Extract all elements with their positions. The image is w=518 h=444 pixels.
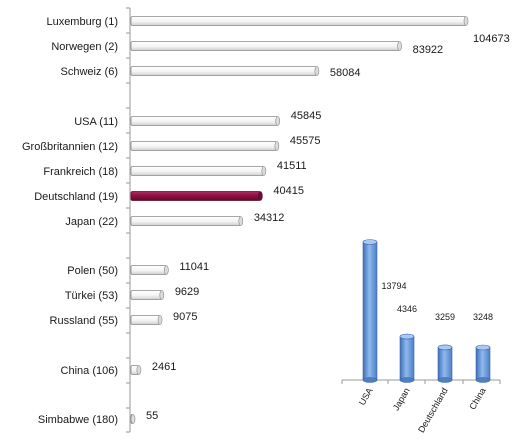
bar-frankreich-18 bbox=[130, 166, 265, 176]
value-label-grossbritannien-12: 45575 bbox=[290, 135, 321, 147]
bar-cap-simbabwe-180 bbox=[130, 414, 136, 424]
value-label-schweiz-6: 58084 bbox=[330, 67, 361, 79]
inset-bar-base-japan bbox=[399, 377, 415, 383]
inset-bar-top-japan bbox=[399, 333, 415, 340]
bar-luxemburg-1 bbox=[130, 16, 467, 26]
bar-usa-11 bbox=[130, 116, 279, 126]
value-label-norwegen-2: 83922 bbox=[413, 44, 444, 56]
category-label-japan-22: Japan (22) bbox=[65, 216, 118, 228]
inset-bar-deutschland bbox=[437, 347, 453, 381]
category-label-tuerkei-53: Türkei (53) bbox=[65, 290, 118, 302]
bar-cap-schweiz-6 bbox=[314, 66, 320, 76]
value-label-usa-11: 45845 bbox=[291, 110, 322, 122]
inset-value-label-deutschland: 3259 bbox=[435, 312, 455, 322]
category-label-schweiz-6: Schweiz (6) bbox=[61, 66, 118, 78]
category-label-usa-11: USA (11) bbox=[74, 116, 118, 128]
category-label-polen-50: Polen (50) bbox=[67, 265, 118, 277]
value-label-simbabwe-180: 55 bbox=[146, 410, 158, 422]
bar-cap-frankreich-18 bbox=[261, 166, 267, 176]
inset-category-label-usa: USA bbox=[357, 386, 375, 407]
bar-cap-japan-22 bbox=[238, 216, 244, 226]
value-label-deutschland-19: 40415 bbox=[273, 185, 304, 197]
inset-bar-top-china bbox=[475, 344, 491, 351]
bar-polen-50 bbox=[130, 265, 167, 275]
bar-cap-tuerkei-53 bbox=[159, 290, 165, 300]
inset-bar-top-usa bbox=[362, 239, 378, 245]
bar-deutschland-19 bbox=[130, 191, 261, 201]
bar-cap-deutschland-19 bbox=[258, 191, 263, 201]
category-label-luxemburg-1: Luxemburg (1) bbox=[46, 16, 118, 28]
inset-bar-usa bbox=[362, 241, 378, 381]
inset-bar-china bbox=[475, 347, 491, 381]
value-label-luxemburg-1: 104673 bbox=[473, 33, 510, 45]
inset-value-label-japan: 4346 bbox=[397, 304, 417, 314]
category-label-frankreich-18: Frankreich (18) bbox=[43, 166, 118, 178]
bar-japan-22 bbox=[130, 216, 242, 226]
value-label-polen-50: 11041 bbox=[179, 261, 209, 273]
category-label-norwegen-2: Norwegen (2) bbox=[51, 41, 118, 53]
inset-category-label-deutschland: Deutschland bbox=[416, 386, 450, 434]
inset-bar-base-deutschland bbox=[437, 377, 453, 383]
inset-category-label-china: China bbox=[467, 386, 487, 411]
value-label-frankreich-18: 41511 bbox=[277, 160, 307, 172]
bar-cap-china-106 bbox=[136, 365, 142, 375]
category-label-china-106: China (106) bbox=[61, 365, 118, 377]
bar-tuerkei-53 bbox=[130, 290, 163, 300]
bar-cap-usa-11 bbox=[275, 116, 281, 126]
bar-cap-grossbritannien-12 bbox=[274, 141, 280, 151]
value-label-tuerkei-53: 9629 bbox=[175, 286, 199, 298]
inset-value-label-china: 3248 bbox=[473, 312, 493, 322]
category-label-deutschland-19: Deutschland (19) bbox=[34, 191, 118, 203]
value-label-russland-55: 9075 bbox=[173, 311, 197, 323]
value-label-japan-22: 34312 bbox=[254, 212, 285, 224]
category-label-russland-55: Russland (55) bbox=[50, 315, 118, 327]
bar-cap-norwegen-2 bbox=[397, 41, 402, 51]
bar-cap-polen-50 bbox=[164, 265, 169, 275]
inset-bar-top-deutschland bbox=[437, 344, 453, 351]
inset-bar-base-usa bbox=[362, 377, 378, 383]
main-bar-chart: Luxemburg (1) 104673 Norwegen (2) 83922 Schw… bbox=[22, 7, 510, 433]
inset-bar-japan bbox=[399, 336, 415, 381]
category-label-grossbritannien-12: Großbritannien (12) bbox=[22, 141, 118, 153]
inset-value-label-usa: 13794 bbox=[381, 281, 406, 291]
bar-norwegen-2 bbox=[130, 41, 400, 51]
bar-cap-luxemburg-1 bbox=[463, 16, 469, 26]
category-label-simbabwe-180: Simbabwe (180) bbox=[38, 414, 118, 426]
bar-schweiz-6 bbox=[130, 66, 318, 76]
inset-category-label-japan: Japan bbox=[391, 386, 412, 412]
bar-cap-russland-55 bbox=[157, 315, 163, 325]
value-label-china-106: 2461 bbox=[152, 361, 176, 373]
inset-bar-chart: 13794 USA 4346 Japan 3259 Deutschland 3248 Chin… bbox=[341, 239, 501, 434]
inset-bar-base-china bbox=[475, 377, 491, 383]
bar-russland-55 bbox=[130, 315, 161, 325]
bar-grossbritannien-12 bbox=[130, 141, 278, 151]
